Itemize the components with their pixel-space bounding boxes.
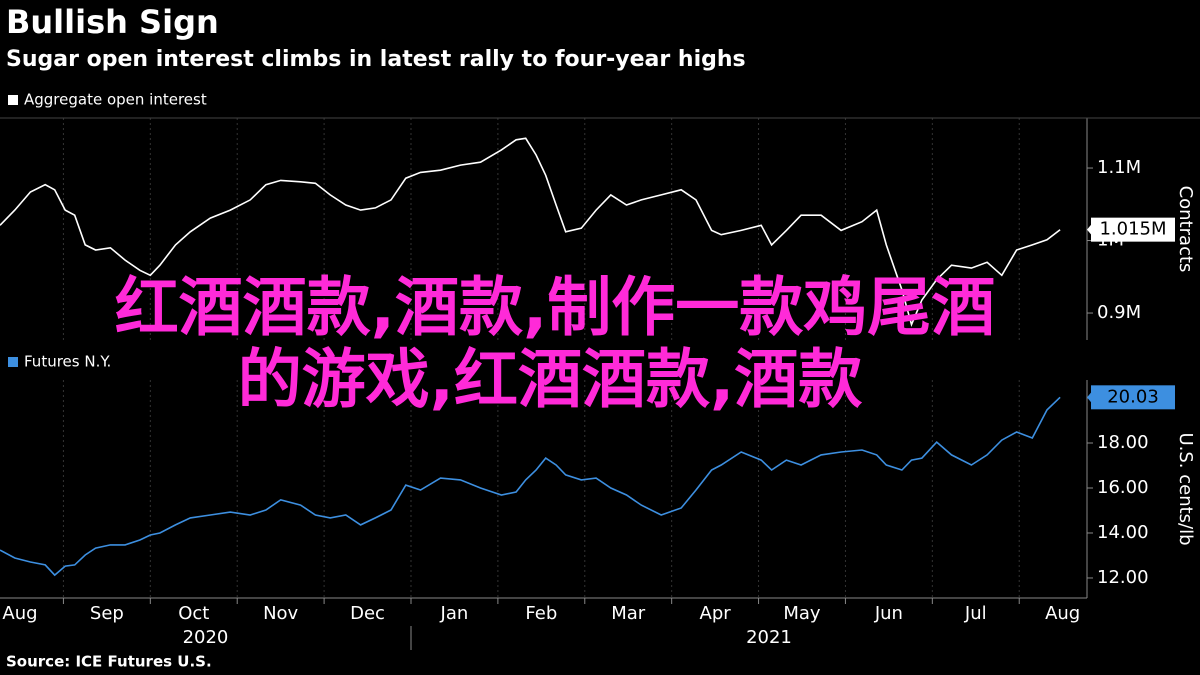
last-value-box [1091,217,1175,242]
year-label: 2020 [183,627,229,648]
last-value-label: 1.015M [1099,219,1166,240]
x-tick-label: Aug [2,603,37,624]
source: Source: ICE Futures U.S. [6,653,212,671]
x-tick-label: Nov [263,603,298,624]
last-value-pointer [1087,223,1092,236]
y-tick-label: 16.00 [1097,477,1149,498]
overlay-text: 红酒酒款,酒款,制作一款鸡尾酒 [115,272,996,346]
x-tick-label: Mar [611,603,646,624]
y-tick-label: 12.00 [1097,567,1149,588]
x-tick-label: May [783,603,821,624]
legend-swatch [8,357,18,367]
series-line [0,137,1061,328]
last-value-pointer [1087,391,1092,404]
legend-label: Futures N.Y. [24,353,111,371]
legend-swatch [8,95,18,105]
series-line [0,396,1061,577]
y-axis-title: Contracts [1175,186,1196,273]
x-tick-label: Aug [1045,603,1080,624]
y-tick-label: 1.1M [1097,157,1141,178]
overlay-text: 的游戏,红酒酒款,酒款 [238,344,863,418]
last-value-label: 20.03 [1107,386,1159,407]
x-tick-label: Dec [350,603,385,624]
x-tick-label: Jun [874,603,903,624]
y-tick-label: 18.00 [1097,432,1149,453]
y-axis-title: U.S. cents/lb [1175,432,1196,545]
y-tick-label: 14.00 [1097,522,1149,543]
chart-title: Bullish Sign [6,3,219,41]
x-tick-label: Oct [178,603,209,624]
x-tick-label: Sep [90,603,124,624]
chart-subtitle: Sugar open interest climbs in latest ral… [6,47,746,72]
last-value-box [1091,385,1175,410]
x-tick-label: Jul [964,603,987,624]
x-tick-label: Jan [440,603,469,624]
y-tick-label: 0.9M [1097,302,1141,323]
x-tick-label: Feb [525,603,557,624]
legend-label: Aggregate open interest [24,91,207,109]
x-tick-label: Apr [700,603,732,624]
year-label: 2021 [746,627,792,648]
